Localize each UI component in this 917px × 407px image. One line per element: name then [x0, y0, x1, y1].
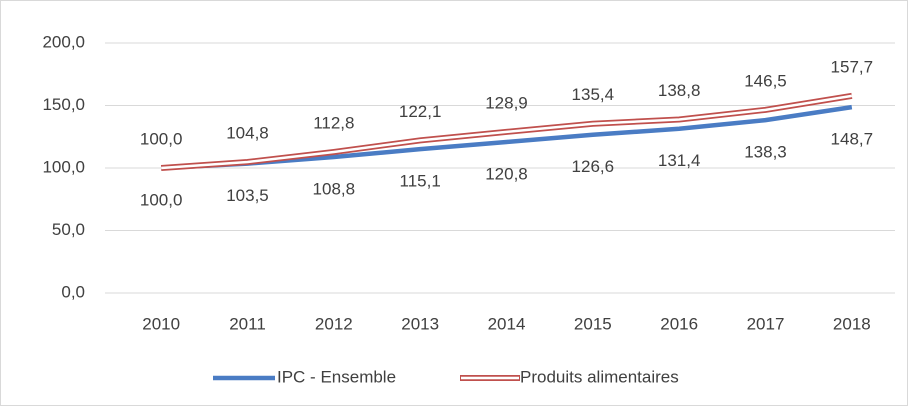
x-tick-label: 2013: [401, 314, 439, 333]
y-tick-label: 50,0: [52, 220, 85, 239]
y-tick-label: 200,0: [42, 32, 85, 51]
y-tick-label: 150,0: [42, 95, 85, 114]
x-tick-label: 2016: [660, 314, 698, 333]
data-label: 138,8: [658, 81, 701, 100]
data-label: 108,8: [313, 179, 356, 198]
x-tick-label: 2017: [747, 314, 785, 333]
x-tick-label: 2018: [833, 314, 871, 333]
data-label: 104,8: [226, 123, 269, 142]
data-label: 126,6: [572, 157, 615, 176]
data-label: 112,8: [313, 113, 354, 132]
y-tick-label: 100,0: [42, 157, 85, 176]
data-label: 128,9: [485, 93, 528, 112]
data-label: 138,3: [744, 143, 787, 162]
x-tick-label: 2014: [488, 314, 526, 333]
data-label: 103,5: [226, 186, 269, 205]
data-label: 122,1: [399, 102, 442, 121]
legend-label: Produits alimentaires: [520, 367, 679, 386]
x-tick-label: 2011: [229, 314, 266, 333]
data-label: 157,7: [831, 57, 874, 76]
data-label: 135,4: [572, 85, 615, 104]
data-label: 100,0: [140, 129, 183, 148]
data-label: 120,8: [485, 164, 528, 183]
x-tick-label: 2010: [142, 314, 180, 333]
data-label: 115,1: [400, 172, 441, 191]
data-label: 146,5: [744, 71, 787, 90]
data-label: 100,0: [140, 190, 183, 209]
y-tick-label: 0,0: [61, 282, 85, 301]
series-line-inner: [161, 94, 853, 170]
data-label: 148,7: [831, 130, 874, 149]
x-tick-label: 2015: [574, 314, 612, 333]
legend-label: IPC - Ensemble: [277, 367, 396, 386]
x-tick-label: 2012: [315, 314, 353, 333]
data-label: 131,4: [658, 151, 701, 170]
